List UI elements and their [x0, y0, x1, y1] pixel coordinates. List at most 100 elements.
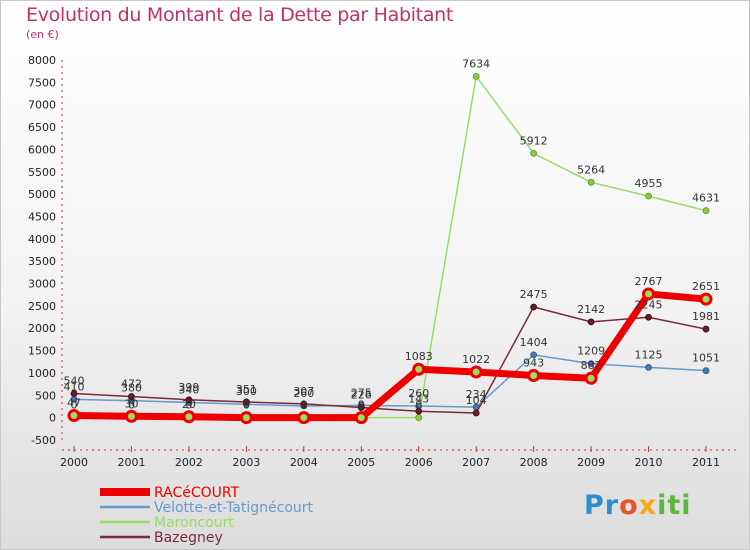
data-label-velotte: 1404	[520, 336, 548, 349]
point-racecourt	[124, 409, 138, 423]
data-label-maroncourt: 0	[185, 399, 192, 412]
data-label-maroncourt: 0	[128, 399, 135, 412]
x-tick-label: 2010	[635, 456, 663, 469]
y-tick-label: 4000	[28, 233, 56, 246]
point-bazegney	[530, 303, 538, 311]
y-tick-label: 5000	[28, 188, 56, 201]
data-label-bazegney: 104	[466, 394, 487, 407]
y-tick-label: 1500	[28, 345, 56, 358]
data-label-velotte: 410	[64, 380, 85, 393]
x-tick-label: 2008	[520, 456, 548, 469]
y-tick-label: 0	[49, 412, 56, 425]
data-label-racecourt: 20	[182, 398, 196, 411]
proxiti-logo: Proxiti	[584, 490, 692, 521]
data-label-velotte: 275	[351, 386, 372, 399]
point-velotte	[530, 351, 538, 359]
data-label-velotte: 1125	[635, 348, 663, 361]
point-racecourt	[527, 368, 541, 382]
point-bazegney	[357, 404, 365, 411]
data-label-velotte: 260	[293, 387, 314, 400]
x-tick-label: 2007	[462, 456, 490, 469]
data-label-maroncourt: 4631	[692, 192, 720, 205]
data-label-maroncourt: 5912	[520, 134, 548, 147]
data-label-maroncourt: 7634	[462, 57, 490, 70]
x-tick-label: 2004	[290, 456, 318, 469]
data-label-bazegney: 399	[178, 381, 199, 394]
y-tick-label: 2500	[28, 300, 56, 313]
point-velotte	[645, 363, 652, 371]
point-racecourt	[584, 371, 598, 385]
y-tick-label: 3500	[28, 255, 56, 268]
data-label-maroncourt: 0	[71, 399, 78, 412]
data-label-maroncourt: 5264	[577, 163, 605, 176]
legend-label-bazegney: Bazegney	[154, 530, 223, 546]
y-tick-label: 4500	[28, 210, 56, 223]
point-bazegney	[185, 396, 193, 404]
data-label-maroncourt: 0	[415, 399, 422, 412]
x-tick-label: 2005	[347, 456, 375, 469]
x-tick-label: 2009	[577, 456, 605, 469]
y-tick-label: 7500	[28, 76, 56, 89]
legend-label-racecourt: RACéCOURT	[154, 485, 240, 501]
y-tick-label: 2000	[28, 322, 56, 335]
y-tick-label: 7000	[28, 99, 56, 112]
data-label-bazegney: 2142	[577, 303, 605, 316]
point-bazegney	[242, 398, 250, 406]
data-label-velotte: 260	[408, 387, 429, 400]
point-racecourt	[67, 409, 81, 423]
point-racecourt	[239, 411, 253, 425]
point-bazegney	[472, 409, 480, 417]
data-label-bazegney: 226	[351, 389, 372, 402]
data-label-bazegney: 2475	[520, 288, 548, 301]
legend-label-velotte: Velotte-et-Tatignécourt	[154, 500, 314, 516]
x-tick-label: 2003	[232, 456, 260, 469]
series-line-racecourt	[73, 290, 707, 422]
point-racecourt	[469, 365, 483, 379]
point-bazegney	[415, 407, 423, 415]
data-label-racecourt: 0	[243, 399, 250, 412]
x-tick-label: 2000	[60, 456, 88, 469]
point-racecourt	[699, 292, 713, 306]
point-racecourt	[412, 362, 426, 376]
data-label-velotte: 1209	[577, 345, 605, 358]
data-label-velotte: 340	[178, 383, 199, 396]
x-tick-label: 2006	[405, 456, 433, 469]
x-tick-label: 2011	[692, 456, 720, 469]
point-racecourt	[297, 411, 311, 425]
data-label-racecourt: 943	[523, 356, 544, 369]
point-maroncourt	[587, 178, 595, 186]
point-velotte	[587, 360, 595, 367]
point-bazegney	[128, 393, 135, 400]
point-bazegney	[702, 325, 710, 333]
series-line-maroncourt	[74, 75, 707, 419]
data-label-bazegney: 351	[236, 383, 257, 396]
point-maroncourt	[415, 414, 423, 422]
data-label-maroncourt: 0	[243, 399, 250, 412]
point-bazegney	[300, 400, 308, 408]
data-label-bazegney: 2245	[635, 298, 663, 311]
y-tick-label: 6000	[28, 143, 56, 156]
chart-title: Evolution du Montant de la Dette par Hab…	[26, 4, 454, 26]
data-label-maroncourt: 0	[300, 399, 307, 412]
chart-subtitle: (en €)	[26, 28, 59, 41]
data-label-bazegney: 143	[408, 392, 429, 405]
point-racecourt	[182, 410, 196, 424]
data-label-velotte: 1051	[692, 352, 720, 365]
point-racecourt	[354, 411, 368, 425]
data-label-racecourt: 882	[581, 359, 602, 372]
x-tick-label: 2002	[175, 456, 203, 469]
point-maroncourt	[530, 149, 538, 157]
data-label-bazegney: 307	[293, 385, 314, 398]
y-tick-label: 6500	[28, 121, 56, 134]
y-tick-label: 1000	[28, 367, 56, 380]
point-velotte	[702, 367, 710, 375]
data-label-racecourt: 2651	[692, 280, 720, 293]
data-label-velotte: 380	[121, 382, 142, 395]
data-label-bazegney: 472	[121, 378, 142, 391]
series-line-bazegney	[73, 306, 707, 414]
x-tick-label: 2001	[117, 456, 145, 469]
data-label-maroncourt: 0	[358, 399, 365, 412]
y-tick-label: -500	[31, 434, 56, 447]
